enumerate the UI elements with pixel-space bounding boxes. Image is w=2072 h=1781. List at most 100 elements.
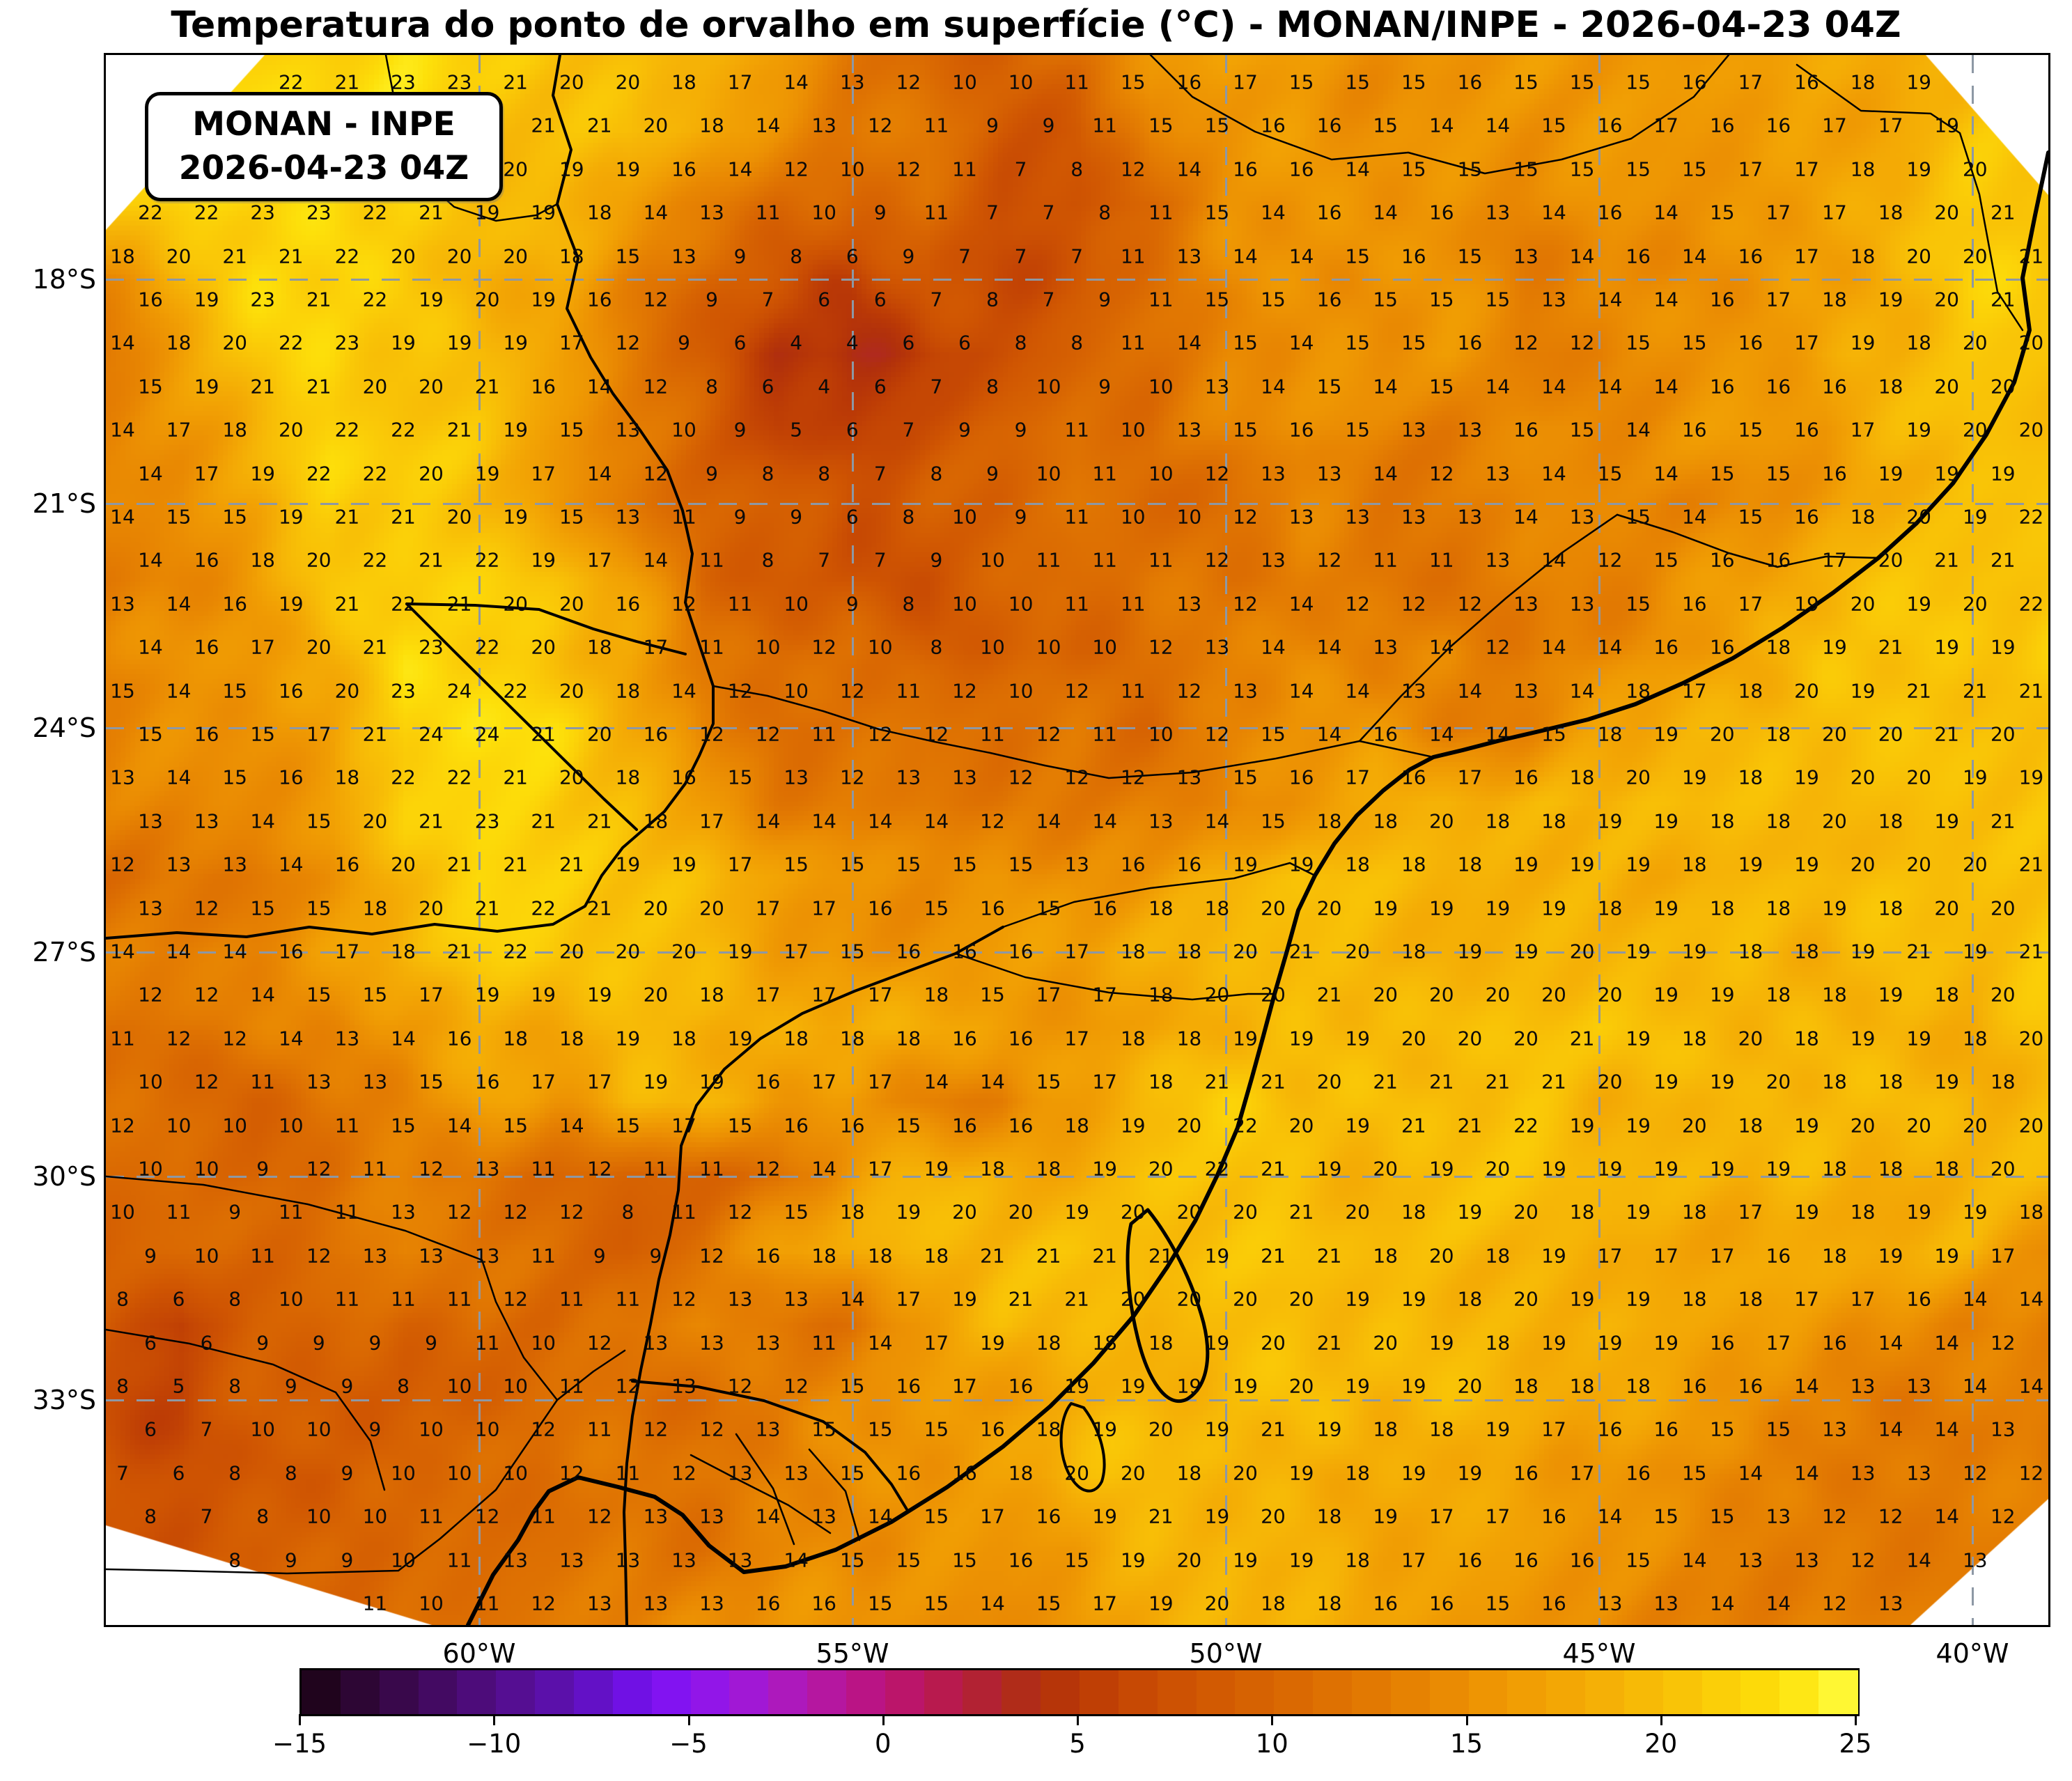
dewpoint-value-label: 6: [144, 1417, 157, 1441]
dewpoint-value-label: 11: [250, 1244, 276, 1268]
dewpoint-value-label: 15: [166, 505, 192, 529]
dewpoint-value-label: 21: [334, 592, 360, 616]
dewpoint-value-label: 13: [643, 1592, 669, 1615]
lat-tick-label: 30°S: [32, 1160, 96, 1192]
dewpoint-value-label: 14: [1597, 635, 1623, 659]
dewpoint-value-label: 17: [1794, 1287, 1819, 1311]
dewpoint-value-label: 16: [1681, 1374, 1707, 1398]
dewpoint-value-label: 14: [1653, 462, 1679, 485]
dewpoint-value-label: 15: [1233, 331, 1258, 355]
dewpoint-value-label: 22: [334, 418, 360, 442]
gridline-lat: [106, 951, 2048, 954]
dewpoint-value-label: 13: [896, 765, 921, 789]
dewpoint-value-label: 20: [1962, 331, 1988, 355]
dewpoint-value-label: 15: [222, 765, 248, 789]
dewpoint-value-label: 9: [341, 1374, 354, 1398]
dewpoint-value-label: 18: [699, 114, 724, 137]
dewpoint-value-label: 13: [1597, 1592, 1623, 1615]
dewpoint-value-label: 20: [1373, 1157, 1399, 1181]
dewpoint-value-label: 19: [1794, 592, 1819, 616]
dewpoint-value-label: 15: [1233, 418, 1258, 442]
dewpoint-value-label: 21: [503, 70, 529, 94]
dewpoint-value-label: 19: [1681, 765, 1707, 789]
dewpoint-value-label: 21: [1261, 1417, 1286, 1441]
dewpoint-value-label: 11: [586, 1417, 612, 1441]
dewpoint-value-label: 18: [559, 244, 584, 268]
dewpoint-value-label: 18: [1766, 983, 1791, 1006]
dewpoint-value-label: 10: [391, 1548, 416, 1572]
dewpoint-value-label: 18: [1569, 1374, 1595, 1398]
dewpoint-value-label: 13: [306, 1070, 332, 1094]
dewpoint-value-label: 18: [1316, 809, 1342, 833]
dewpoint-value-label: 21: [503, 765, 529, 789]
dewpoint-value-label: 21: [1541, 1070, 1566, 1094]
dewpoint-value-label: 16: [980, 896, 1005, 920]
dewpoint-value-label: 15: [1036, 1592, 1061, 1615]
dewpoint-value-label: 15: [1626, 70, 1651, 94]
dewpoint-value-label: 17: [1457, 765, 1483, 789]
dewpoint-value-label: 20: [559, 765, 584, 789]
dewpoint-value-label: 19: [503, 331, 529, 355]
colorbar-tick-label: −5: [669, 1729, 708, 1759]
dewpoint-value-label: 9: [1098, 375, 1112, 398]
dewpoint-value-label: 19: [1906, 70, 1932, 94]
dewpoint-value-label: 22: [1233, 1114, 1258, 1137]
dewpoint-value-label: 14: [138, 462, 163, 485]
dewpoint-value-label: 15: [1204, 201, 1230, 224]
dewpoint-value-label: 15: [250, 722, 276, 746]
dewpoint-value-label: 16: [811, 1592, 837, 1615]
dewpoint-value-label: 16: [643, 722, 669, 746]
dewpoint-value-label: 21: [474, 896, 500, 920]
dewpoint-value-label: 18: [1457, 1287, 1483, 1311]
dewpoint-value-label: 6: [818, 288, 831, 311]
dewpoint-value-label: 7: [1042, 201, 1055, 224]
dewpoint-value-label: 19: [1233, 853, 1258, 876]
dewpoint-value-label: 8: [228, 1461, 242, 1485]
dewpoint-value-label: 12: [727, 1200, 753, 1224]
dewpoint-value-label: 18: [334, 765, 360, 789]
dewpoint-value-label: 20: [1288, 1287, 1314, 1311]
dewpoint-value-label: 19: [1626, 1200, 1651, 1224]
dewpoint-value-label: 18: [1373, 1417, 1399, 1441]
dewpoint-value-label: 16: [1822, 1331, 1847, 1355]
dewpoint-value-label: 13: [474, 1244, 500, 1268]
dewpoint-value-label: 14: [839, 1287, 865, 1311]
dewpoint-value-label: 19: [1316, 1157, 1342, 1181]
dewpoint-value-label: 10: [1008, 679, 1034, 703]
dewpoint-value-label: 14: [1962, 1287, 1988, 1311]
dewpoint-value-label: 15: [896, 1114, 921, 1137]
dewpoint-value-label: 14: [1261, 201, 1286, 224]
dewpoint-value-label: 21: [1288, 940, 1314, 963]
dewpoint-value-label: 12: [1204, 462, 1230, 485]
dewpoint-value-label: 12: [727, 1374, 753, 1398]
dewpoint-value-label: 19: [559, 157, 584, 181]
dewpoint-value-label: 19: [1345, 1287, 1371, 1311]
dewpoint-value-label: 9: [256, 1331, 270, 1355]
dewpoint-value-label: 21: [2018, 679, 2044, 703]
dewpoint-value-label: 21: [1962, 679, 1988, 703]
dewpoint-value-label: 21: [2018, 853, 2044, 876]
dewpoint-value-label: 19: [1934, 1244, 1960, 1268]
dewpoint-value-label: 11: [755, 201, 781, 224]
dewpoint-value-label: 22: [2018, 505, 2044, 529]
dewpoint-value-label: 20: [1233, 1461, 1258, 1485]
colorbar-segment: [573, 1670, 614, 1714]
dewpoint-value-label: 11: [699, 548, 724, 572]
dewpoint-value-label: 11: [531, 1244, 556, 1268]
dewpoint-value-label: 22: [446, 765, 472, 789]
dewpoint-value-label: 9: [1014, 505, 1027, 529]
dewpoint-value-label: 12: [1990, 1504, 2016, 1528]
colorbar-segment: [690, 1670, 730, 1714]
dewpoint-value-label: 19: [1092, 1504, 1118, 1528]
colorbar-segment: [807, 1670, 847, 1714]
dewpoint-value-label: 13: [1906, 1461, 1932, 1485]
dewpoint-value-label: 10: [1036, 635, 1061, 659]
dewpoint-value-label: 15: [1204, 288, 1230, 311]
dewpoint-value-label: 9: [873, 201, 887, 224]
dewpoint-value-label: 17: [1233, 70, 1258, 94]
dewpoint-value-label: 15: [1428, 375, 1454, 398]
dewpoint-value-label: 14: [1204, 809, 1230, 833]
dewpoint-value-label: 19: [1878, 1244, 1903, 1268]
dewpoint-value-label: 14: [1794, 1461, 1819, 1485]
dewpoint-value-label: 16: [1261, 114, 1286, 137]
